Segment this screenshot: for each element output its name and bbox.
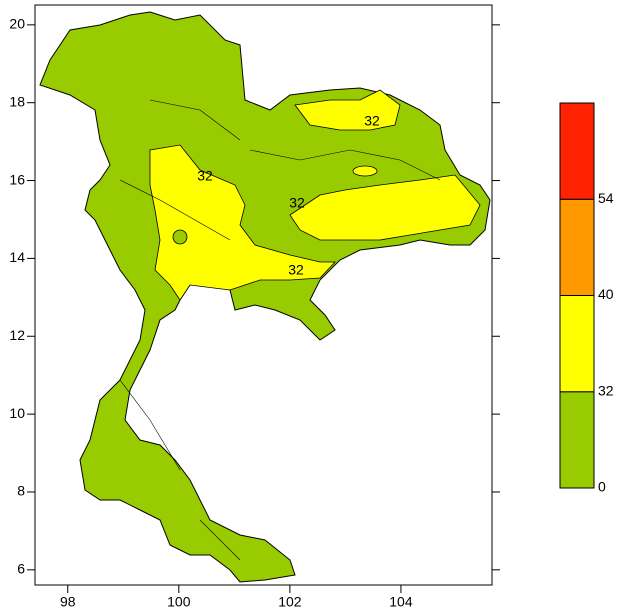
y-tick-label: 10 xyxy=(9,405,25,421)
contour-label: 32 xyxy=(364,113,380,129)
province-border xyxy=(119,99,441,561)
contour-label: 32 xyxy=(288,262,304,278)
x-tick-label: 100 xyxy=(167,594,191,610)
plot-frame xyxy=(34,4,493,586)
colorbar-label: 0 xyxy=(598,479,606,495)
y-tick-label: 14 xyxy=(9,249,25,265)
y-tick-label: 6 xyxy=(17,561,25,577)
contour-label: 32 xyxy=(197,168,213,184)
contour-area xyxy=(149,144,336,301)
colorbar-segment xyxy=(559,391,595,489)
contour-label: 32 xyxy=(289,195,305,211)
x-tick-label: 104 xyxy=(389,594,413,610)
x-tick-label: 98 xyxy=(60,594,76,610)
y-tick-label: 8 xyxy=(17,483,25,499)
colorbar-segment xyxy=(559,295,595,393)
colorbar-segment xyxy=(559,102,595,200)
x-tick-label: 102 xyxy=(278,594,302,610)
contour-area xyxy=(294,89,401,131)
land-region xyxy=(39,11,491,583)
contour-area xyxy=(172,229,188,245)
colorbar-segment xyxy=(559,198,595,296)
colorbar-label: 32 xyxy=(598,382,614,398)
y-tick-label: 18 xyxy=(9,93,25,109)
colorbar-label: 40 xyxy=(598,286,614,302)
y-tick-label: 20 xyxy=(9,16,25,32)
y-tick-label: 12 xyxy=(9,327,25,343)
contour-area xyxy=(289,174,481,241)
y-tick-label: 16 xyxy=(9,171,25,187)
colorbar-label: 54 xyxy=(598,190,614,206)
contour-area xyxy=(352,165,378,177)
